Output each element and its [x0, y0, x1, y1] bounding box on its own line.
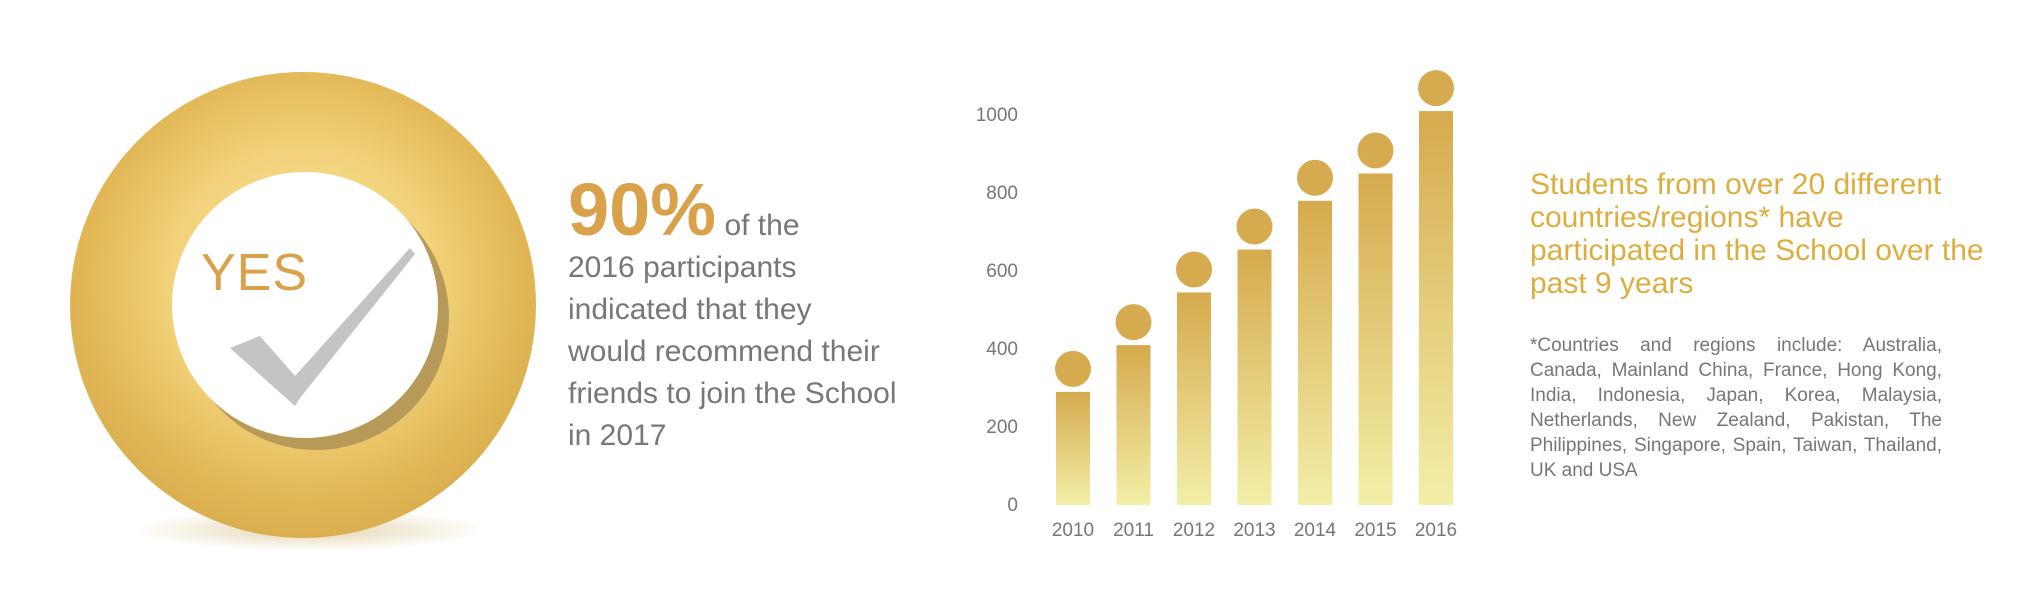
stat-suffix: of the: [724, 209, 800, 242]
bar: [1419, 111, 1453, 505]
bar-marker-dot: [1357, 132, 1394, 169]
bar: [1298, 200, 1332, 506]
x-tick-label: 2010: [1052, 520, 1094, 541]
bar-marker-dot: [1055, 350, 1091, 387]
stat-percent: 90%: [568, 168, 717, 251]
stat-body: 2016 participants indicated that they wo…: [568, 251, 897, 452]
y-tick-label: 600: [986, 261, 1018, 282]
bar: [1116, 345, 1151, 505]
participants-bar-chart: 0 200 400 600 800 1000 2010 2011 2012 2013 2014 20…: [976, 70, 1457, 541]
x-tick-label: 2016: [1415, 520, 1457, 541]
y-tick-label: 1000: [976, 105, 1018, 126]
countries-footnote: *Countries and regions include: Australi…: [1530, 335, 1942, 481]
yes-label: YES: [201, 244, 309, 302]
bar: [1358, 173, 1393, 505]
countries-headline: Students from over 20 different countrie…: [1530, 168, 1984, 300]
bar-marker-dot: [1115, 304, 1152, 341]
inner-circle: [172, 172, 438, 438]
y-tick-label: 400: [986, 339, 1018, 360]
bar: [1056, 391, 1090, 505]
recommend-statistic: 90% of the 2016 participants indicated t…: [568, 173, 898, 457]
x-tick-label: 2011: [1113, 520, 1154, 541]
bar-marker-dot: [1297, 159, 1333, 196]
yes-badge: YES: [60, 60, 560, 580]
x-tick-label: 2014: [1294, 520, 1337, 541]
x-tick-label: 2012: [1173, 520, 1215, 541]
bar-marker-dot: [1176, 251, 1212, 288]
bar-marker-dot: [1236, 208, 1273, 245]
bar-marker-dot: [1418, 70, 1454, 107]
bar: [1237, 249, 1272, 505]
x-tick-label: 2015: [1354, 520, 1396, 541]
y-tick-label: 800: [986, 183, 1018, 204]
x-tick-label: 2013: [1233, 520, 1275, 541]
y-tick-label: 0: [1007, 495, 1018, 516]
bar: [1177, 292, 1211, 505]
y-tick-label: 200: [986, 417, 1018, 438]
checkmark-icon: [230, 248, 415, 406]
